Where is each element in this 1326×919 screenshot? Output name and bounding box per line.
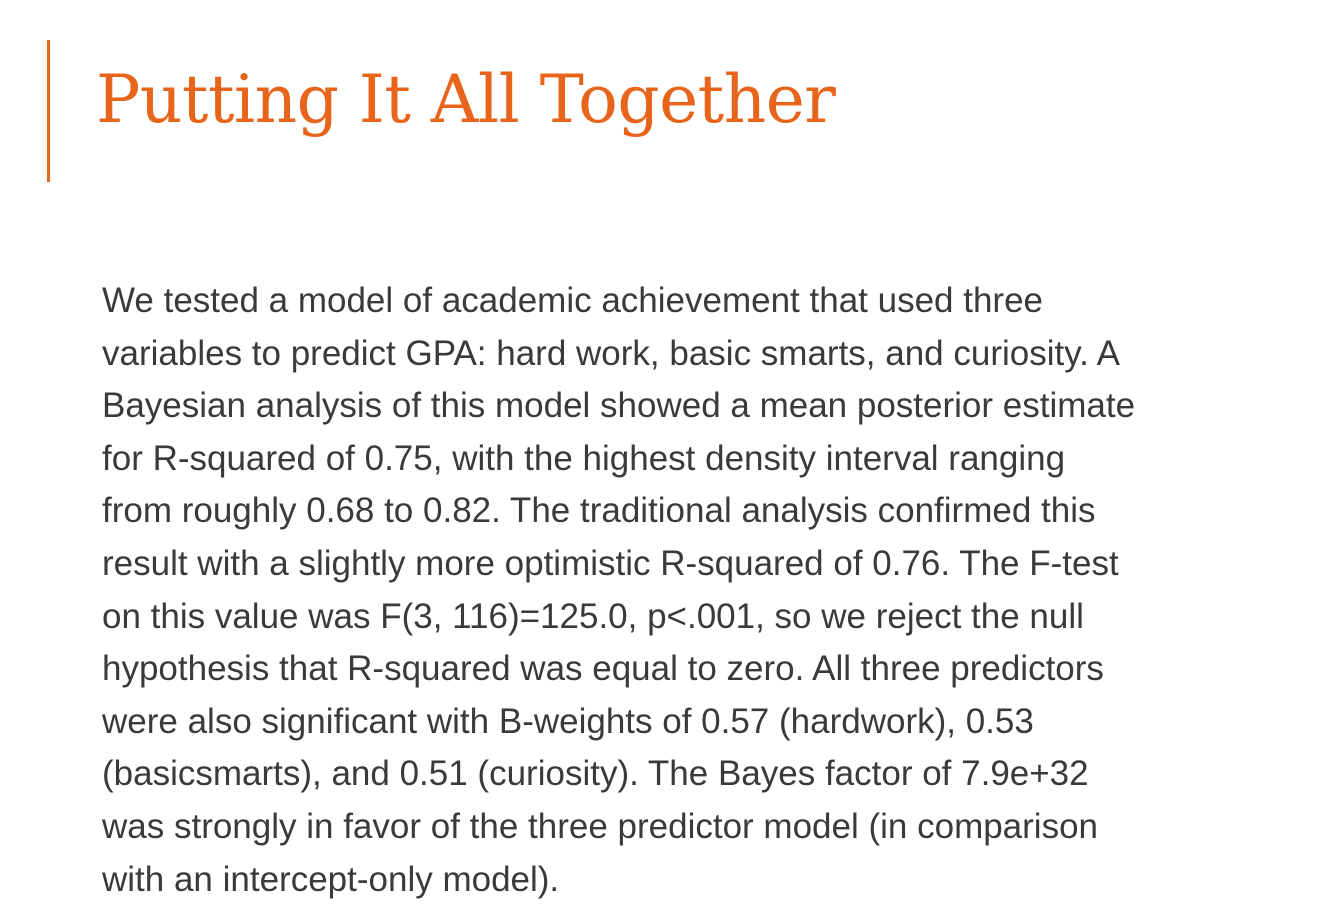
title-accent-rule: [47, 40, 50, 182]
body-line: was strongly in favor of the three predi…: [102, 806, 1099, 846]
slide-title: Putting It All Together: [96, 61, 836, 138]
body-line: result with a slightly more optimistic R…: [102, 543, 1119, 583]
body-line: hypothesis that R-squared was equal to z…: [102, 649, 1104, 689]
body-line: on this value was F(3, 116)=125.0, p<.00…: [102, 596, 1084, 636]
body-line: with an intercept-only model).: [102, 859, 560, 899]
body-line: variables to predict GPA: hard work, bas…: [102, 333, 1120, 373]
body-paragraph: We tested a model of academic achievemen…: [102, 275, 1212, 906]
body-line: Bayesian analysis of this model showed a…: [102, 386, 1136, 426]
body-line: (basicsmarts), and 0.51 (curiosity). The…: [102, 754, 1089, 794]
body-line: We tested a model of academic achievemen…: [102, 281, 1044, 320]
body-line: for R-squared of 0.75, with the highest …: [102, 438, 1066, 478]
body-line: from roughly 0.68 to 0.82. The tradition…: [102, 491, 1096, 531]
body-line: were also significant with B-weights of …: [102, 701, 1034, 741]
